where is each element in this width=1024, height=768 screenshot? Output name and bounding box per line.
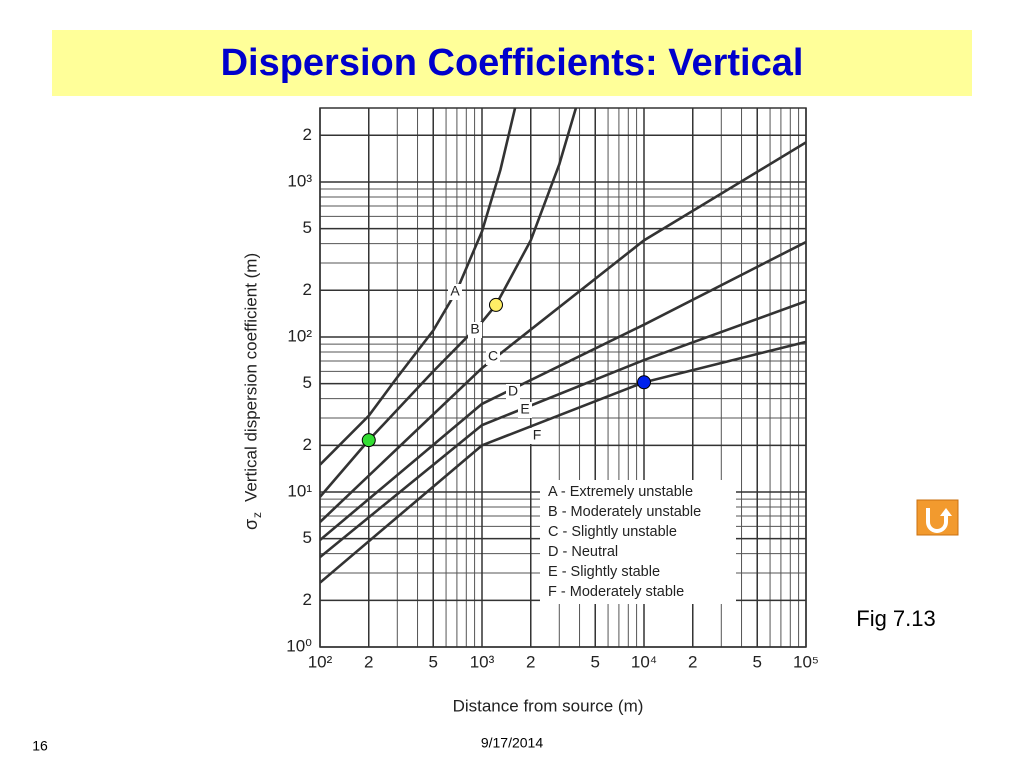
curve-label: C — [488, 348, 498, 364]
y-axis-label-group: σ z Vertical dispersion coefficient (m) — [241, 253, 264, 530]
legend-entry: D - Neutral — [548, 544, 618, 560]
x-tick-label: 5 — [590, 652, 599, 671]
button-arrow — [940, 508, 952, 516]
x-tick-label: 2 — [364, 652, 373, 671]
x-tick-label: 5 — [428, 652, 437, 671]
curve-label: E — [520, 401, 529, 417]
return-button[interactable] — [916, 499, 959, 536]
legend-entry: F - Moderately stable — [548, 584, 684, 600]
curve — [320, 340, 806, 584]
curve — [320, 108, 578, 498]
y-tick-label: 5 — [303, 373, 312, 392]
figure-label: Fig 7.13 — [856, 606, 936, 631]
curve — [320, 141, 806, 523]
y-tick-label: 5 — [303, 218, 312, 237]
legend-box — [540, 480, 736, 604]
plot-frame — [319, 107, 807, 648]
legend-entry: A - Extremely unstable — [548, 484, 693, 500]
x-tick-label: 10² — [308, 652, 333, 671]
marker — [361, 433, 376, 448]
slide-title: Dispersion Coefficients: Vertical — [221, 42, 804, 84]
x-tick-label: 10⁵ — [793, 652, 819, 671]
curve-label: A — [450, 283, 460, 299]
date: 9/17/2014 — [481, 735, 543, 751]
y-tick-label: 10¹ — [287, 481, 312, 500]
marker — [637, 375, 651, 390]
curve-label: B — [470, 321, 479, 337]
x-tick-label: 10⁴ — [631, 652, 657, 671]
curve-label-bg — [518, 402, 532, 418]
y-tick-label: 10² — [287, 326, 312, 345]
y-axis-symbol: σ — [241, 519, 261, 530]
x-tick-label: 10³ — [470, 652, 495, 671]
y-tick-label: 2 — [303, 280, 312, 299]
y-tick-label: 10³ — [287, 171, 312, 190]
y-tick-label: 2 — [303, 435, 312, 454]
curve-label-bg — [486, 349, 500, 365]
x-tick-label: 5 — [752, 652, 761, 671]
title-bar — [52, 30, 972, 96]
y-tick-label: 5 — [303, 528, 312, 547]
curve-label-bg — [448, 284, 462, 300]
curve-label: D — [508, 383, 518, 399]
curve-label: F — [533, 427, 542, 443]
x-tick-label: 2 — [688, 652, 697, 671]
curve — [320, 300, 806, 559]
plot: 10² 2 5 10³ 2 5 10⁴ 2 5 10⁵ 10⁰ 2 5 10¹ 2 5 10² 2 5 10³ 2 A -… — [286, 107, 819, 671]
x-tick-label: 2 — [526, 652, 535, 671]
legend-entry: E - Slightly stable — [548, 564, 660, 580]
curve-label-bg — [506, 384, 520, 400]
slide-number: 16 — [32, 738, 48, 754]
marker — [488, 297, 503, 312]
y-tick-label: 2 — [303, 590, 312, 609]
x-axis-label: Distance from source (m) — [453, 696, 644, 715]
curve-label-bg — [530, 428, 544, 444]
button-icon — [926, 508, 948, 533]
y-tick-label: 2 — [303, 125, 312, 144]
legend-entry: B - Moderately unstable — [548, 504, 701, 520]
curve — [320, 108, 517, 466]
y-axis-label: Vertical dispersion coefficient (m) — [241, 253, 260, 502]
y-axis-subscript: z — [250, 512, 264, 518]
curve — [320, 240, 806, 542]
curve-label-bg — [468, 322, 482, 338]
legend-entry: C - Slightly unstable — [548, 524, 677, 540]
y-tick-label: 10⁰ — [286, 636, 312, 655]
